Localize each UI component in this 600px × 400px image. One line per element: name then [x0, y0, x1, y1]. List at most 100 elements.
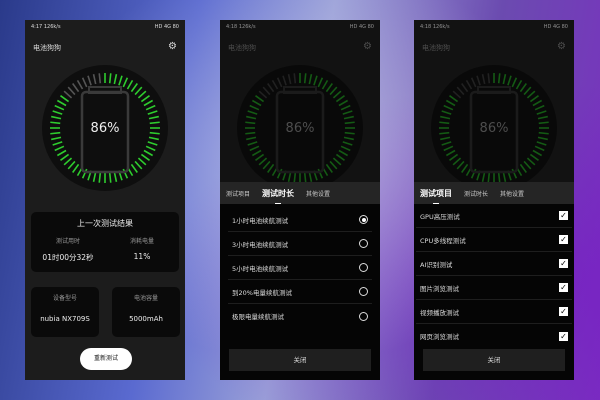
tick-active [441, 141, 452, 146]
battery-dial: 86% [431, 65, 557, 191]
tick-active [56, 149, 67, 157]
tick-active [60, 153, 70, 161]
duration-option[interactable]: 极限电量续航测试 [228, 304, 372, 328]
tick-active [258, 157, 268, 166]
tick-inactive [258, 90, 268, 99]
status-time: 4:17 [31, 24, 43, 30]
tick-active [440, 115, 451, 120]
tick-active [452, 157, 462, 166]
tick-active [63, 157, 73, 166]
gear-icon[interactable]: ⚙ [168, 41, 177, 52]
radio[interactable] [359, 263, 368, 272]
checkbox-checked[interactable]: ✓ [559, 307, 568, 316]
tab-other-settings[interactable]: 其他设置 [306, 190, 331, 198]
tick-active [247, 141, 258, 146]
tick-active [81, 168, 88, 179]
radio-selected[interactable] [359, 215, 368, 224]
tick-active [247, 110, 258, 115]
status-icons: HD 4G 80 [154, 24, 179, 30]
tick-active [308, 171, 313, 182]
tick-active [251, 149, 262, 157]
battery-dial: 86% [237, 65, 363, 191]
tick-active [276, 168, 283, 179]
tick-active [342, 110, 353, 115]
test-item[interactable]: GPU高压测试 ✓ [416, 204, 572, 228]
test-item[interactable]: CPU多线程测试 ✓ [416, 228, 572, 252]
status-time: 4:18 [420, 24, 432, 30]
tick-active [54, 145, 65, 152]
tick-active [342, 141, 353, 146]
consumed-value: 11% [133, 252, 151, 261]
duration-option[interactable]: 5小时电池续航测试 [228, 256, 372, 280]
tick-active [511, 77, 518, 88]
tick-active [126, 79, 134, 90]
tick-active [445, 99, 456, 107]
checkbox-checked[interactable]: ✓ [559, 211, 568, 220]
tick-inactive [481, 74, 486, 85]
option-label: 5小时电池续航测试 [232, 264, 289, 273]
tick-active [536, 141, 547, 146]
tick-active [251, 99, 262, 107]
battery-percent: 86% [90, 121, 120, 136]
duration-value: 01时00分32秒 [42, 253, 94, 262]
tick-active [456, 160, 465, 170]
tab-test-items[interactable]: 测试项目 [226, 190, 251, 198]
tick-active [534, 145, 545, 152]
checkbox-checked[interactable]: ✓ [559, 235, 568, 244]
close-button[interactable]: 关闭 [229, 349, 371, 371]
tab-test-duration[interactable]: 测试时长 [256, 188, 300, 205]
tick-active [537, 136, 548, 141]
battery-capacity-card: 电池容量 5000mAh [112, 287, 180, 337]
tick-active [122, 168, 129, 179]
tab-other-settings[interactable]: 其他设置 [500, 190, 525, 198]
tab-test-items[interactable]: 测试项目 [414, 188, 458, 205]
item-label: 图片浏览测试 [420, 284, 459, 293]
tick-active [245, 131, 256, 135]
tick-active [137, 157, 147, 166]
test-item[interactable]: 视频播放测试 ✓ [416, 300, 572, 324]
tick-active [98, 172, 102, 183]
tick-active [149, 131, 160, 135]
test-item[interactable]: AI识别测试 ✓ [416, 252, 572, 276]
duration-option[interactable]: 1小时电池续航测试 [228, 208, 372, 232]
consumed-label: 消耗电量 [129, 238, 154, 245]
tick-active [515, 79, 523, 90]
tick-active [140, 153, 150, 161]
radio[interactable] [359, 239, 368, 248]
checkbox-checked[interactable]: ✓ [559, 283, 568, 292]
item-label: AI识别测试 [420, 260, 453, 269]
tick-active [497, 73, 501, 84]
tick-active [72, 163, 80, 173]
tab-test-duration[interactable]: 测试时长 [464, 190, 489, 198]
checkbox-checked[interactable]: ✓ [559, 259, 568, 268]
close-button[interactable]: 关闭 [423, 349, 565, 371]
test-item[interactable]: 网页浏览测试 ✓ [416, 324, 572, 348]
radio[interactable] [359, 287, 368, 296]
tick-active [329, 86, 338, 96]
duration-label: 测试用时 [55, 238, 80, 245]
tick-inactive [465, 79, 473, 90]
status-icons: HD 4G 80 [349, 24, 374, 30]
test-item[interactable]: 图片浏览测试 ✓ [416, 276, 572, 300]
dial-ticks [50, 73, 160, 183]
tick-active [140, 95, 150, 103]
tick-active [439, 121, 450, 125]
checkbox-checked[interactable]: ✓ [559, 331, 568, 341]
duration-option[interactable]: 到20%电量续航测试 [228, 280, 372, 304]
tick-active [443, 145, 454, 152]
option-label: 极限电量续航测试 [232, 313, 284, 321]
duration-option[interactable]: 3小时电池续航测试 [228, 232, 372, 256]
battery-percent: 86% [285, 121, 315, 136]
tick-active [511, 168, 518, 179]
radio[interactable] [359, 311, 368, 321]
tick-active [147, 141, 158, 146]
tick-inactive [81, 77, 88, 88]
retest-button[interactable]: 重新测试 [80, 348, 132, 370]
tick-active [56, 99, 67, 107]
tick-active [461, 163, 469, 173]
tick-active [313, 75, 318, 86]
tick-active [335, 95, 345, 103]
model-value: nubia NX709S [40, 315, 90, 323]
tick-active [529, 153, 539, 161]
last-result-card: 上一次测试结果 测试用时 消耗电量 01时00分32秒 11% [31, 212, 179, 272]
